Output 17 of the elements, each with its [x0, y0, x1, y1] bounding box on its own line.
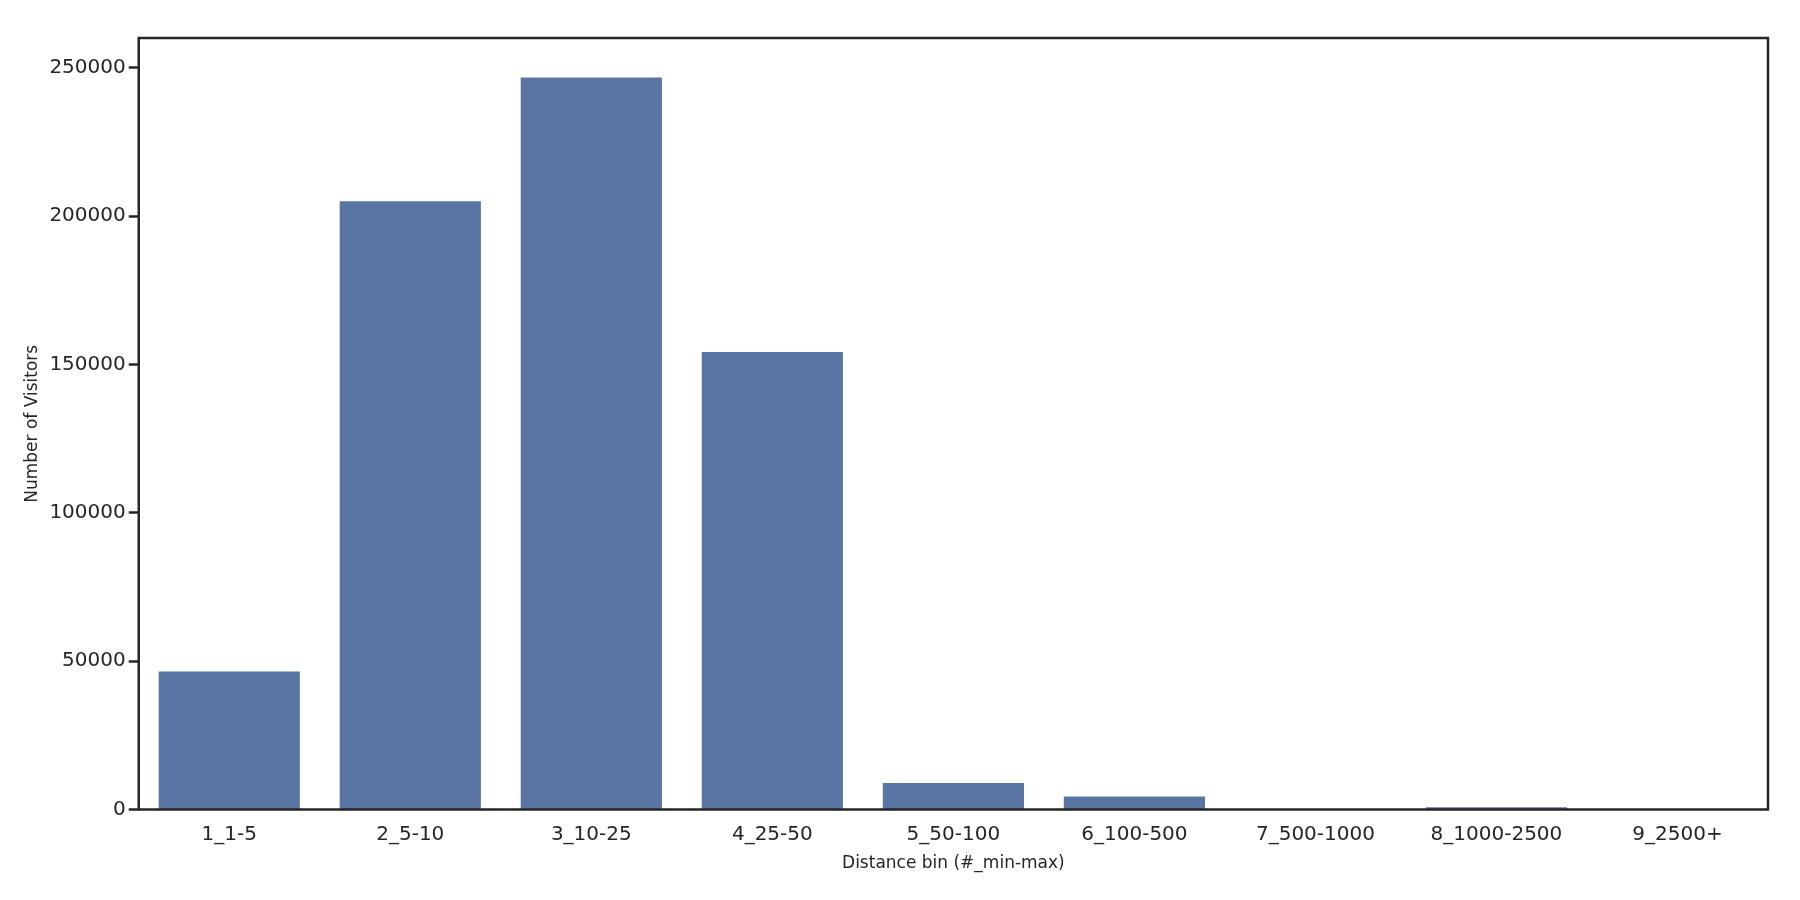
- x-tick-label: 5_50-100: [906, 820, 1001, 845]
- x-tick-label: 6_100-500: [1081, 820, 1188, 845]
- x-tick-label: 3_10-25: [550, 820, 632, 845]
- x-tick-label: 9_2500+: [1632, 820, 1723, 845]
- x-tick-label: 7_500-1000: [1255, 820, 1375, 845]
- y-tick-label: 0: [113, 795, 126, 820]
- y-tick-label: 150000: [49, 350, 126, 375]
- y-tick-label: 100000: [49, 499, 126, 524]
- x-tick-label: 8_1000-2500: [1430, 820, 1563, 845]
- x-tick-label: 2_5-10: [376, 820, 445, 845]
- x-tick-label: 4_25-50: [731, 820, 813, 845]
- y-axis-title: Number of Visitors: [20, 344, 41, 503]
- y-tick-label: 250000: [49, 53, 126, 78]
- y-tick-label: 200000: [49, 202, 126, 227]
- x-tick-label: 1_1-5: [201, 820, 257, 845]
- x-axis-title: Distance bin (#_min-max): [842, 852, 1065, 874]
- y-tick-label: 50000: [62, 647, 126, 672]
